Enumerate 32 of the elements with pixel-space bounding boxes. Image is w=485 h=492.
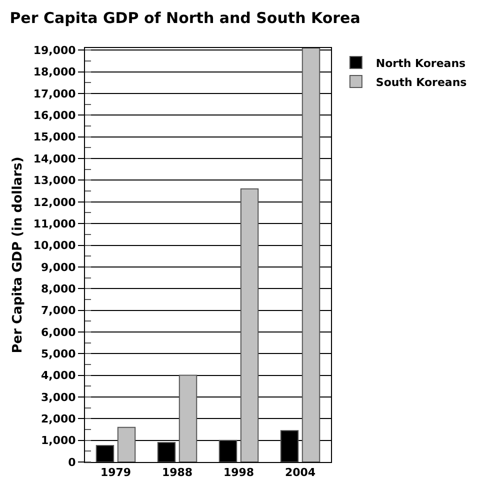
y-tick-label: 8,000 [41,282,76,296]
y-tick-label: 17,000 [33,87,76,100]
y-tick-label: 7,000 [41,304,76,318]
y-tick-label: 3,000 [41,390,76,404]
x-tick-label: 1979 [100,466,132,480]
x-tick-label: 1988 [162,466,193,480]
bar [302,48,320,462]
y-tick-label: 14,000 [33,152,76,166]
y-tick-label: 4,000 [41,369,76,382]
y-tick-label: 15,000 [33,130,76,144]
y-tick-label: 1,000 [41,434,76,448]
y-tick-label: 19,000 [33,44,76,58]
bar [240,188,259,462]
y-tick-label: 16,000 [33,109,76,122]
y-tick-label: 12,000 [33,196,76,209]
bar [178,374,198,462]
x-tick-label: 2004 [284,466,316,480]
y-tick-label: 11,000 [33,217,76,230]
y-tick-label: 9,000 [41,260,76,274]
y-axis-title: Per Capita GDP (in dollars) [10,156,26,354]
y-tick-label: 6,000 [41,326,76,339]
x-tick-label: 1998 [223,466,254,480]
y-tick-label: 0 [68,456,76,469]
y-tick-label: 13,000 [33,174,76,188]
chart-title: Per Capita GDP of North and South Korea [10,8,360,27]
legend-label: South Koreans [376,76,468,89]
y-tick-label: 5,000 [41,347,76,360]
bar [117,426,136,462]
y-tick-label: 2,000 [41,412,76,426]
y-tick-label: 10,000 [33,239,76,252]
y-tick-label: 18,000 [33,66,76,79]
legend-label: North Koreans [376,56,466,70]
